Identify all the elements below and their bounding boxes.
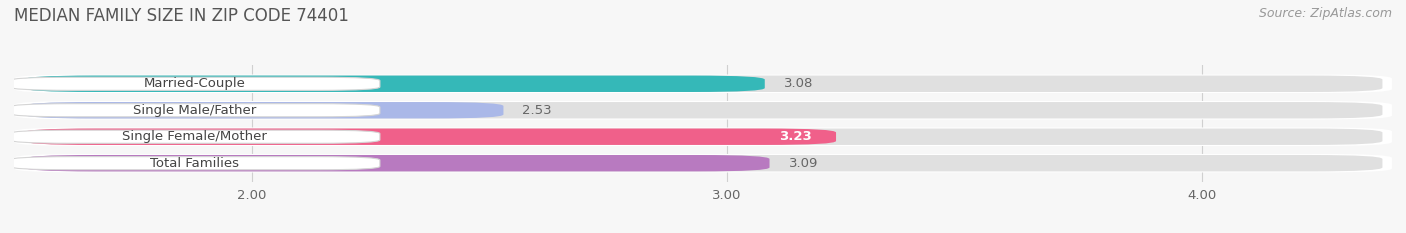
Text: 3.23: 3.23 <box>779 130 813 143</box>
FancyBboxPatch shape <box>10 77 380 90</box>
FancyBboxPatch shape <box>10 157 380 170</box>
FancyBboxPatch shape <box>14 75 1392 93</box>
FancyBboxPatch shape <box>14 154 1392 172</box>
FancyBboxPatch shape <box>24 75 1382 92</box>
Text: MEDIAN FAMILY SIZE IN ZIP CODE 74401: MEDIAN FAMILY SIZE IN ZIP CODE 74401 <box>14 7 349 25</box>
FancyBboxPatch shape <box>10 104 380 117</box>
FancyBboxPatch shape <box>24 102 1382 118</box>
FancyBboxPatch shape <box>24 129 837 145</box>
FancyBboxPatch shape <box>14 127 1392 146</box>
FancyBboxPatch shape <box>24 155 769 171</box>
Text: 3.09: 3.09 <box>789 157 818 170</box>
FancyBboxPatch shape <box>24 102 503 118</box>
FancyBboxPatch shape <box>24 129 1382 145</box>
Text: Single Female/Mother: Single Female/Mother <box>122 130 267 143</box>
Text: Single Male/Father: Single Male/Father <box>134 104 256 117</box>
Text: 3.08: 3.08 <box>783 77 813 90</box>
Text: Married-Couple: Married-Couple <box>143 77 246 90</box>
FancyBboxPatch shape <box>24 75 765 92</box>
FancyBboxPatch shape <box>14 101 1392 120</box>
Text: Total Families: Total Families <box>150 157 239 170</box>
FancyBboxPatch shape <box>10 130 380 143</box>
FancyBboxPatch shape <box>24 155 1382 171</box>
Text: 2.53: 2.53 <box>523 104 553 117</box>
Text: Source: ZipAtlas.com: Source: ZipAtlas.com <box>1258 7 1392 20</box>
